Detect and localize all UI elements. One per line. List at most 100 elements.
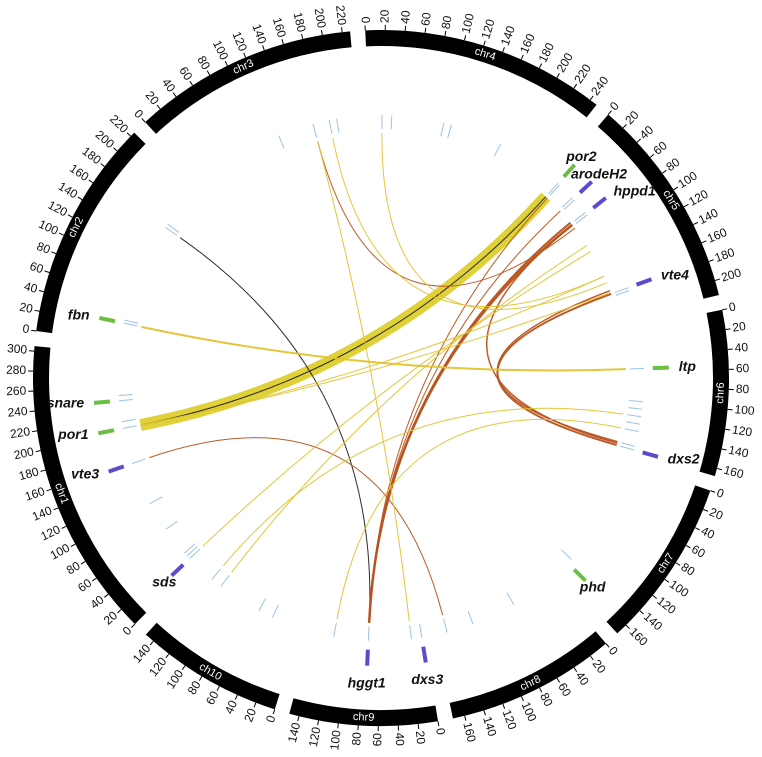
feature-mark <box>123 322 138 327</box>
tick-label: 20 <box>18 300 34 316</box>
feature-mark <box>149 496 163 505</box>
tick-mark <box>714 278 720 281</box>
link <box>140 292 611 426</box>
tick-mark <box>483 40 486 46</box>
chromosome-band <box>606 485 711 634</box>
tick-label: 140 <box>480 715 499 739</box>
gene-marker <box>98 315 116 324</box>
tick-mark <box>417 723 420 730</box>
tick-mark <box>693 221 699 226</box>
feature-mark <box>419 623 423 638</box>
tick-label: 40 <box>222 698 240 716</box>
ideogram: chr1020406080100120140160180200220240260… <box>6 4 756 751</box>
tick-label: 280 <box>6 363 27 377</box>
tick-mark <box>141 118 146 123</box>
gene-marker <box>642 450 659 459</box>
feature-mark <box>493 143 502 157</box>
tick-mark <box>556 677 561 683</box>
feature-mark <box>312 123 318 138</box>
tick-mark <box>652 594 657 599</box>
tick-mark <box>722 308 728 311</box>
tick-mark <box>721 448 727 451</box>
tick-mark <box>683 203 689 208</box>
feature-mark <box>272 604 279 618</box>
tick-mark <box>38 290 44 293</box>
tick-mark <box>88 179 94 184</box>
chromosome-band <box>32 346 147 625</box>
tick-mark <box>181 665 186 671</box>
link <box>368 197 548 623</box>
link <box>202 251 592 547</box>
tick-label: 120 <box>478 17 497 41</box>
chromosome-band <box>145 622 280 710</box>
gene-marker <box>365 649 370 666</box>
tick-label: 60 <box>370 733 384 747</box>
tick-mark <box>605 643 610 648</box>
tick-label: 80 <box>537 690 556 709</box>
tick-mark <box>320 29 323 36</box>
tick-label: 80 <box>439 14 455 30</box>
tick-mark <box>694 527 700 531</box>
feature-mark <box>575 214 588 224</box>
tick-mark <box>272 709 276 715</box>
tick-label: 180 <box>713 245 737 265</box>
tick-mark <box>556 73 560 78</box>
gene-label: vte3 <box>71 466 99 482</box>
tick-mark <box>53 507 59 511</box>
link <box>317 141 576 287</box>
feature-mark <box>186 545 198 557</box>
tick-label: 120 <box>306 726 323 749</box>
tick-label: 80 <box>185 678 204 697</box>
tick-mark <box>701 240 707 244</box>
feature-mark <box>118 394 133 396</box>
tick-label: 0 <box>358 16 372 24</box>
tick-label: 0 <box>433 727 448 736</box>
chromosome-name: chr6 <box>714 382 727 404</box>
feature-mark <box>118 399 133 402</box>
tick-mark <box>464 715 467 721</box>
feature-mark <box>165 520 178 530</box>
tick-mark <box>725 428 731 431</box>
feature-mark <box>132 458 146 464</box>
tick-label: 40 <box>699 524 717 543</box>
tick-label: 80 <box>35 239 53 257</box>
tick-mark <box>165 653 170 659</box>
tick-label: 100 <box>327 729 343 751</box>
feature-mark <box>167 223 180 233</box>
tick-mark <box>100 163 105 167</box>
tick-label: 20 <box>731 319 746 335</box>
chromosome-band <box>289 698 439 726</box>
feature-mark <box>211 568 222 580</box>
tick-mark <box>710 490 716 493</box>
tick-mark <box>502 703 506 709</box>
tick-mark <box>44 270 50 273</box>
tick-label: 60 <box>555 680 574 699</box>
gene-label: fbn <box>68 307 90 323</box>
gene-label: snare <box>47 394 85 410</box>
tick-label: 120 <box>731 423 753 440</box>
tick-mark <box>80 561 86 565</box>
tick-mark <box>297 716 300 722</box>
gene-label: ltp <box>679 358 697 374</box>
tick-label: 0 <box>22 321 31 336</box>
feature-mark <box>574 212 586 222</box>
chromosome-band <box>597 114 719 299</box>
tick-mark <box>662 169 667 174</box>
chromosome-band <box>36 132 146 334</box>
tick-mark <box>206 70 211 76</box>
tick-mark <box>131 623 136 628</box>
tick-mark <box>51 251 57 255</box>
tick-mark <box>32 430 38 433</box>
tick-mark <box>639 610 644 615</box>
tick-label: 40 <box>23 279 40 296</box>
tick-mark <box>437 721 440 727</box>
tick-mark <box>649 153 655 158</box>
tick-label: 240 <box>7 404 29 420</box>
feature-mark <box>506 592 515 606</box>
feature-mark <box>328 120 333 134</box>
tick-label: 60 <box>736 361 750 375</box>
chromosome-band <box>145 31 352 134</box>
chromosome-name: chr9 <box>353 711 375 724</box>
gene-marker <box>107 464 125 474</box>
